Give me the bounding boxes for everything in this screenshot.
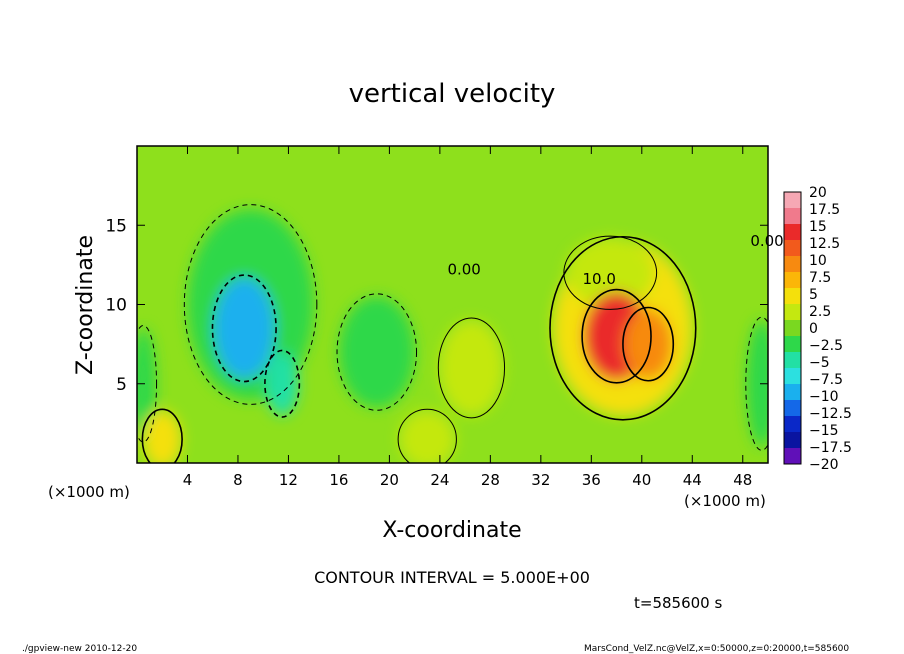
x-axis: 4 8 12 16 20 24 28 32 36 40 44 48 — [183, 146, 752, 489]
x-tick-label: 40 — [632, 471, 651, 489]
colorbar-label: 10 — [809, 253, 827, 269]
contour-label: 10.0 — [582, 270, 615, 288]
colorbar-swatch — [784, 240, 801, 257]
colorbar-swatch — [784, 208, 801, 225]
colorbar-swatch — [784, 432, 801, 449]
plot-area — [137, 146, 768, 463]
anomaly-blob — [566, 237, 655, 308]
anomaly-blob — [746, 320, 768, 448]
contour-line — [183, 204, 318, 405]
colorbar-label: −17.5 — [809, 440, 852, 456]
colorbar-label: 2.5 — [809, 304, 831, 320]
colorbar-label: −10 — [809, 389, 839, 405]
anomaly-blob — [338, 296, 415, 408]
colorbar-swatch — [784, 304, 801, 321]
contour-line — [264, 349, 301, 418]
colorbar-label: 7.5 — [809, 270, 831, 286]
colorbar-swatch — [784, 352, 801, 369]
colorbar-label: −5 — [809, 355, 830, 371]
x-tick-label: 12 — [279, 471, 298, 489]
chart-title: vertical velocity — [349, 79, 556, 109]
colorbar-label: −2.5 — [809, 338, 843, 354]
footer-left: ./gpview-new 2010-12-20 — [22, 644, 137, 654]
contour-line — [141, 408, 183, 463]
x-tick-label: 32 — [531, 471, 550, 489]
y-tick-label: 10 — [105, 296, 127, 316]
contour-label: 0.00 — [750, 232, 783, 250]
colorbar-label: 20 — [809, 185, 827, 201]
anomaly-blob — [213, 277, 275, 379]
colorbar-label: 5 — [809, 287, 818, 303]
contour-line — [581, 288, 652, 384]
colorbar-label: −20 — [809, 457, 839, 473]
contour-line — [137, 325, 158, 443]
colorbar-label: 12.5 — [809, 236, 840, 252]
colorbar-swatch — [784, 336, 801, 353]
anomaly-blob — [439, 320, 503, 416]
x-axis-unit-right: (×1000 m) — [684, 492, 766, 510]
colorbar-frame — [783, 191, 802, 465]
y-tick-label: 5 — [116, 375, 127, 395]
colorbar-label: 0 — [809, 321, 818, 337]
colorbar-label: −12.5 — [809, 406, 852, 422]
colorbar-swatch — [784, 320, 801, 337]
colorbar: 2017.51512.5107.552.50−2.5−5−7.5−10−12.5… — [783, 185, 852, 473]
colorbar-swatch — [784, 448, 801, 465]
x-tick-label: 36 — [582, 471, 601, 489]
y-tick-label: 15 — [105, 216, 127, 236]
x-tick-label: 16 — [329, 471, 348, 489]
colorbar-swatch — [784, 192, 801, 209]
contour-line — [211, 274, 277, 383]
anomaly-blob — [399, 410, 456, 463]
x-tick-label: 48 — [733, 471, 752, 489]
x-tick-label: 24 — [430, 471, 449, 489]
colorbar-swatch — [784, 272, 801, 289]
anomaly-blob — [265, 352, 299, 416]
contour-line — [397, 408, 457, 463]
anomaly-blob — [143, 410, 182, 463]
contour-labels: 10.0 0.00 0.00 — [447, 232, 783, 288]
contour-line — [622, 306, 675, 382]
x-tick-label: 44 — [683, 471, 702, 489]
colorbar-label: 15 — [809, 219, 827, 235]
x-axis-label: X-coordinate — [382, 518, 521, 543]
contour-label: 0.00 — [447, 260, 480, 278]
footer-right: MarsCond_VelZ.nc@VelZ,x=0:50000,z=0:2000… — [584, 644, 849, 654]
x-tick-label: 4 — [183, 471, 193, 489]
x-tick-label: 8 — [233, 471, 243, 489]
colorbar-swatch — [784, 368, 801, 385]
contour-line — [563, 235, 658, 310]
time-text: t=585600 s — [634, 594, 722, 612]
contour-line — [437, 317, 506, 419]
x-tick-label: 20 — [380, 471, 399, 489]
colorbar-label: 17.5 — [809, 202, 840, 218]
anomaly-blob — [137, 328, 156, 440]
colorbar-label: −15 — [809, 423, 839, 439]
anomaly-blob — [624, 309, 673, 379]
contour-line — [336, 293, 418, 411]
y-axis-label: Z-coordinate — [73, 235, 98, 375]
colorbar-swatch — [784, 288, 801, 305]
contour-lines — [137, 204, 768, 463]
colorbar-swatch — [784, 400, 801, 417]
colorbar-swatch — [784, 224, 801, 241]
colorbar-label: −7.5 — [809, 372, 843, 388]
y-axis: 5 10 15 — [105, 216, 768, 395]
x-axis-unit-left: (×1000 m) — [48, 483, 130, 501]
x-tick-label: 28 — [481, 471, 500, 489]
contour-interval-text: CONTOUR INTERVAL = 5.000E+00 — [314, 568, 590, 587]
colorbar-swatch — [784, 416, 801, 433]
contour-line — [549, 235, 697, 421]
colorbar-swatch — [784, 384, 801, 401]
colorbar-swatch — [784, 256, 801, 273]
